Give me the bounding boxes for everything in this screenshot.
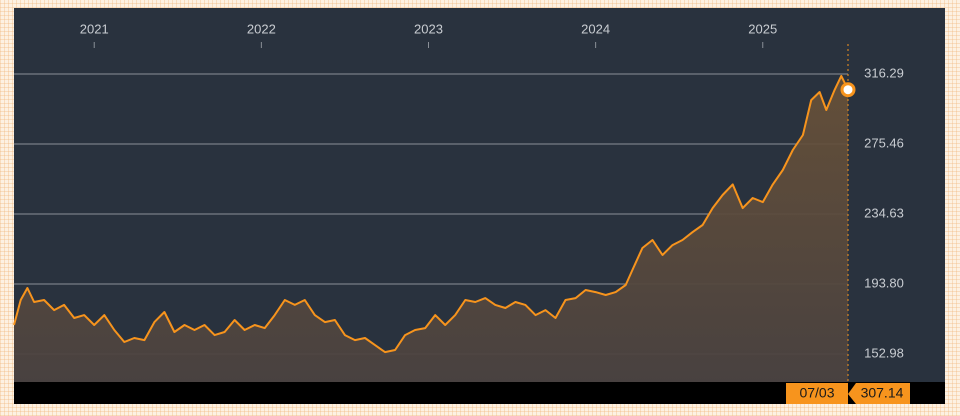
x-tick-label: 2022 bbox=[247, 21, 276, 36]
y-tick-label: 234.63 bbox=[864, 205, 904, 220]
value-badge bbox=[848, 383, 910, 404]
last-point bbox=[840, 82, 856, 98]
bottom-bar bbox=[14, 382, 945, 404]
last-value: 307.14 bbox=[861, 385, 904, 401]
y-tick-label: 316.29 bbox=[864, 65, 904, 80]
last-date: 07/03 bbox=[799, 385, 834, 401]
x-tick-label: 2023 bbox=[414, 21, 443, 36]
x-tick-label: 2025 bbox=[748, 21, 777, 36]
x-tick-label: 2021 bbox=[80, 21, 109, 36]
y-tick-label: 275.46 bbox=[864, 135, 904, 150]
x-tick-label: 2024 bbox=[581, 21, 610, 36]
y-tick-label: 193.80 bbox=[864, 275, 904, 290]
y-tick-label: 152.98 bbox=[864, 345, 904, 360]
price-line bbox=[13, 74, 849, 354]
area bbox=[14, 75, 848, 383]
date-badge bbox=[786, 383, 848, 404]
